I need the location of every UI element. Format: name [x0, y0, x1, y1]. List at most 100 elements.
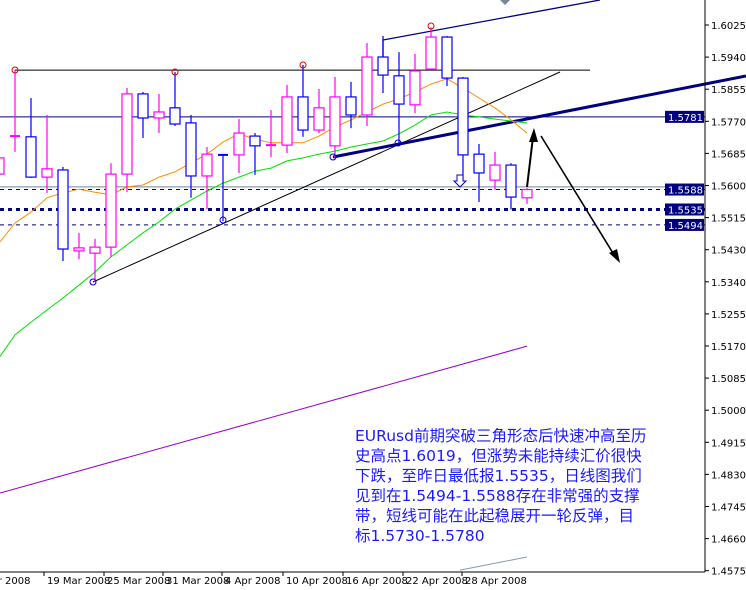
x-tick-label: 10 Apr 2008 [286, 576, 348, 587]
candle [25, 98, 37, 178]
candle-body [10, 135, 20, 138]
candle [377, 35, 389, 94]
x-tick-label: 22 Apr 2008 [406, 576, 468, 587]
candle [489, 151, 501, 190]
arrow-head-up-icon [529, 128, 538, 142]
y-tick-label: 1.5255 [711, 310, 746, 321]
candle-body [521, 188, 533, 199]
price-label-box [665, 110, 704, 123]
candle-body [345, 96, 357, 116]
candle-body [73, 247, 85, 252]
x-tick-label: 16 Apr 2008 [346, 576, 408, 587]
candle [137, 92, 149, 138]
y-tick-label: 1.5855 [711, 85, 746, 96]
candle [393, 52, 405, 143]
annotation-line: EURusd前期突破三角形态后快速冲高至历 [355, 427, 647, 445]
candle [57, 166, 69, 262]
candle [121, 87, 133, 193]
candle [345, 81, 357, 129]
x-tick-label: 28 Apr 2008 [465, 576, 527, 587]
ma-slow-line [0, 345, 528, 494]
fractal-low-marker [394, 139, 402, 147]
candle-body [153, 111, 165, 119]
trend-line [92, 71, 561, 283]
y-tick-label: 1.6025 [711, 21, 746, 32]
fractal-low-marker [329, 153, 337, 161]
y-tick-label: 1.5515 [711, 214, 746, 225]
candle [473, 143, 485, 202]
y-tick-label: 1.5770 [711, 117, 746, 128]
candle-body [266, 144, 276, 147]
candle-body [201, 153, 213, 177]
candle-body [25, 136, 37, 178]
y-tick-label: 1.5000 [711, 406, 746, 417]
candle [153, 93, 165, 134]
annotation-line: 史高点1.6019，但涨势未能持续汇价很快 [355, 447, 642, 465]
y-tick-label: 1.5085 [711, 374, 746, 385]
candle [425, 27, 437, 70]
fractal-high-marker [11, 66, 19, 74]
down-arrow-icon [452, 174, 468, 188]
candle [409, 53, 421, 114]
candle-body [393, 75, 405, 105]
candle-body [57, 169, 69, 250]
ma-line-faint [459, 556, 528, 571]
candle [266, 110, 276, 158]
price-label: 1.5535 [668, 205, 703, 216]
y-tick-label: 1.4915 [711, 438, 746, 449]
candle-body [218, 153, 228, 156]
decline-arrow [540, 135, 617, 259]
x-tick-label: 4 Apr 2008 [225, 576, 280, 587]
candle-body [377, 56, 389, 76]
candle [233, 119, 245, 173]
fractal-high-marker [171, 68, 179, 76]
price-label-box [665, 203, 704, 216]
ma-fast-line [0, 78, 528, 243]
y-tick-label: 1.4745 [711, 503, 746, 514]
price-label-box [665, 183, 704, 196]
y-tick-label: 1.4660 [711, 535, 746, 546]
candle [10, 70, 20, 152]
candle [185, 114, 197, 198]
annotation-line: 带，短线可能在此起稳展开一轮反弹，目 [355, 507, 635, 525]
candle [41, 114, 53, 193]
diamond-marker [500, 0, 510, 5]
candle-body [105, 173, 117, 248]
fractal-high-marker [427, 22, 435, 30]
candle [313, 89, 325, 134]
candle [297, 64, 309, 137]
candle-body [297, 96, 309, 131]
candle [441, 35, 453, 86]
candle-body [473, 153, 485, 174]
price-label: 1.5494 [668, 221, 703, 232]
analysis-annotation: EURusd前期突破三角形态后快速冲高至历 史高点1.6019，但涨势未能持续汇… [355, 426, 695, 546]
candle [218, 153, 228, 222]
annotation-line: 标1.5730-1.5780 [355, 527, 485, 545]
fractal-high-marker [299, 61, 307, 69]
candle-body [441, 36, 453, 79]
candle [281, 84, 293, 154]
candle-body [329, 96, 341, 147]
annotation-line: 下跌，至昨日最低报1.5535，日线图我们 [355, 467, 642, 485]
y-tick-label: 1.5685 [711, 149, 746, 160]
candle-body [489, 164, 501, 181]
candle-body [457, 77, 469, 156]
fractal-low-marker [219, 216, 227, 224]
candle [361, 43, 373, 126]
candle-body [361, 56, 373, 116]
candle-body [121, 93, 133, 175]
price-label: 1.5588 [668, 186, 703, 197]
price-label-box [665, 218, 704, 231]
y-tick-label: 1.5170 [711, 342, 746, 353]
candle-body [185, 122, 197, 177]
candle-body [41, 168, 53, 178]
candle-body [89, 246, 101, 254]
candle-body [169, 107, 181, 125]
candle [0, 157, 5, 175]
candle-body [249, 135, 261, 147]
candle [249, 133, 261, 175]
candle [89, 238, 101, 283]
y-tick-label: 1.4830 [711, 470, 746, 481]
x-tick-label: Mar 2008 [0, 576, 31, 587]
